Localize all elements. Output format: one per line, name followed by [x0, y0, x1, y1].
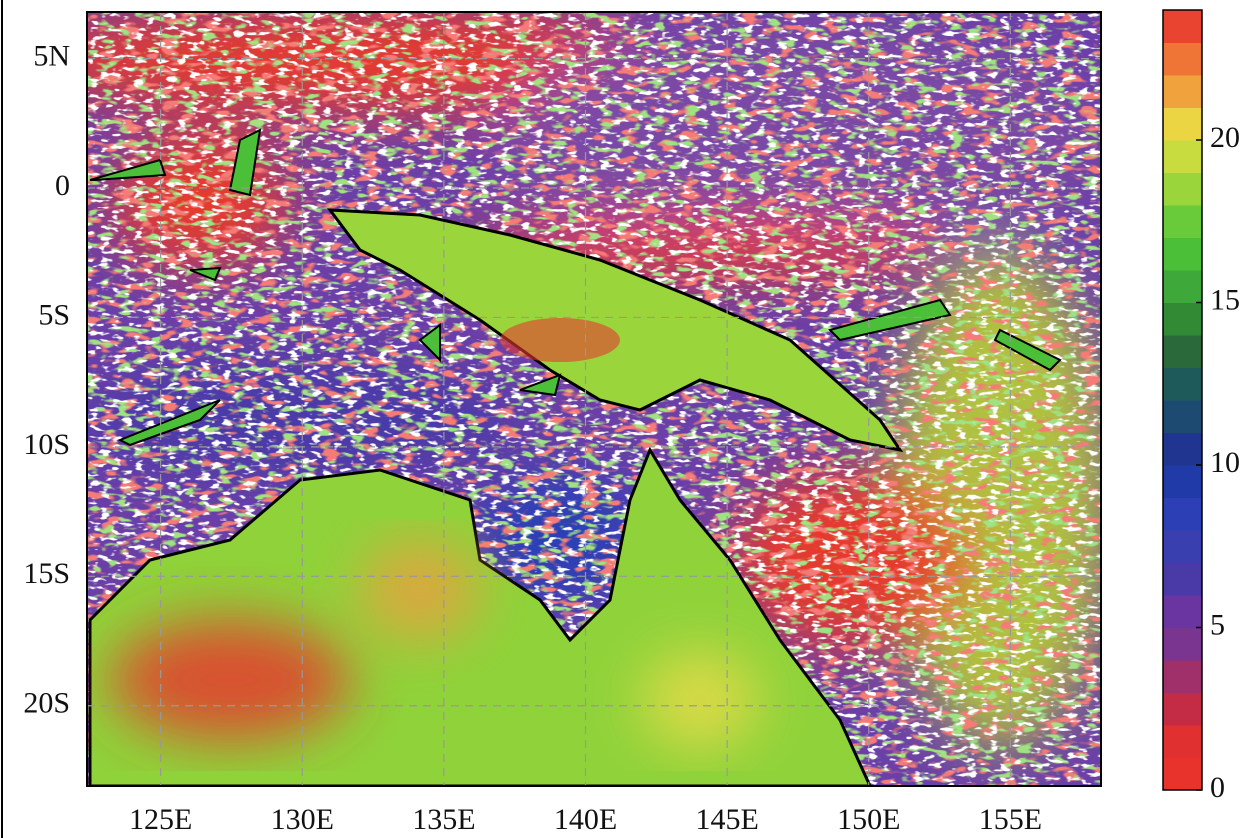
colorbar-band — [1163, 173, 1202, 206]
y-tick-label: 15S — [23, 557, 70, 590]
y-tick-label: 10S — [23, 428, 70, 461]
colorbar-band — [1163, 205, 1202, 238]
y-tick-label: 0 — [55, 169, 70, 202]
x-tick-label: 130E — [271, 803, 334, 836]
x-tick-label: 125E — [129, 803, 192, 836]
colorbar-band — [1163, 693, 1202, 726]
colorbar-band — [1163, 433, 1202, 466]
y-tick-label: 20S — [23, 687, 70, 720]
x-tick-label: 145E — [695, 803, 758, 836]
colorbar-band — [1163, 465, 1202, 498]
colorbar-band — [1163, 498, 1202, 531]
colorbar-band — [1163, 758, 1202, 791]
x-tick-label: 135E — [412, 803, 475, 836]
x-tick-label: 140E — [554, 803, 617, 836]
y-tick-label: 5N — [33, 39, 70, 72]
colorbar-band — [1163, 335, 1202, 368]
x-tick-label: 155E — [979, 803, 1042, 836]
y-tick-label: 5S — [38, 298, 70, 331]
colorbar-band — [1163, 43, 1202, 76]
colorbar — [1163, 10, 1202, 791]
colorbar-band — [1163, 10, 1202, 43]
colorbar-band — [1163, 108, 1202, 141]
colorbar-band — [1163, 725, 1202, 758]
colorbar-band — [1163, 530, 1202, 563]
colorbar-tick-label: 10 — [1210, 446, 1240, 479]
colorbar-band — [1163, 270, 1202, 303]
colorbar-band — [1163, 368, 1202, 401]
colorbar-band — [1163, 75, 1202, 108]
colorbar-tick-label: 20 — [1210, 121, 1240, 154]
colorbar-band — [1163, 303, 1202, 336]
colorbar-band — [1163, 140, 1202, 173]
colorbar-band — [1163, 660, 1202, 693]
colorbar-tick-label: 15 — [1210, 283, 1240, 316]
colorbar-band — [1163, 563, 1202, 596]
colorbar-band — [1163, 400, 1202, 433]
map-field — [20, 5, 1110, 786]
map-figure: 125E 130E 135E 140E 145E 150E 155E 5N 0 5S 10S 15S 2… — [0, 0, 1251, 838]
colorbar-band — [1163, 238, 1202, 271]
colorbar-tick-label: 0 — [1210, 771, 1225, 804]
x-tick-label: 150E — [837, 803, 900, 836]
colorbar-band — [1163, 595, 1202, 628]
colorbar-band — [1163, 628, 1202, 661]
colorbar-tick-label: 5 — [1210, 608, 1225, 641]
